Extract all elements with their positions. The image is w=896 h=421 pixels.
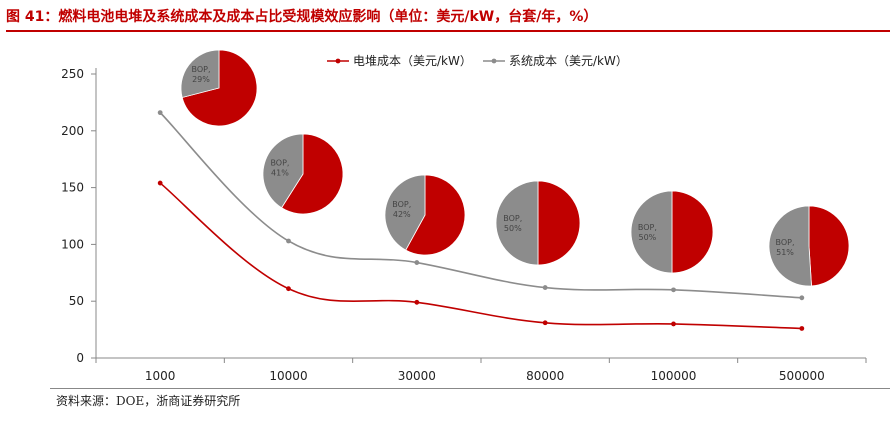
pie-2-bop-pct: 42% bbox=[393, 210, 411, 219]
system-cost-point bbox=[157, 110, 163, 116]
pie-5-stack-slice bbox=[808, 205, 850, 287]
pie-4-stack-slice bbox=[671, 190, 714, 274]
pie-5-bop-pct: 51% bbox=[776, 248, 794, 257]
pie-3-bop-slice bbox=[495, 180, 539, 266]
pie-1-bop-slice bbox=[262, 133, 304, 209]
pie-3-bop-pct: 50% bbox=[504, 224, 522, 233]
pie-4-bop-pct: 50% bbox=[639, 233, 657, 242]
stack-cost-point bbox=[799, 326, 805, 331]
pie-0-bop-pct: 29% bbox=[192, 75, 210, 84]
y-tick-label: 200 bbox=[61, 124, 84, 138]
system-cost-point bbox=[286, 238, 291, 244]
pie-1-bop-pct: 41% bbox=[271, 168, 289, 177]
title-rule bbox=[6, 30, 890, 32]
y-tick-label: 250 bbox=[61, 67, 84, 81]
pie-3-bop-label: BOP, bbox=[503, 214, 522, 223]
system-cost-point bbox=[799, 295, 805, 301]
y-tick-label: 0 bbox=[76, 351, 84, 365]
stack-cost-point bbox=[286, 286, 291, 292]
legend-stack-marker bbox=[335, 58, 341, 64]
stack-cost-point bbox=[671, 321, 676, 327]
system-cost-point bbox=[542, 285, 548, 290]
pie-1-bop-label: BOP, bbox=[270, 158, 289, 167]
figure-title: 图 41：燃料电池电堆及系统成本及成本占比受规模效应影响（单位：美元/kW，台套… bbox=[6, 9, 598, 25]
pie-2-stack-slice bbox=[405, 174, 466, 256]
legend-stack-label: 电堆成本（美元/kW） bbox=[353, 54, 472, 68]
pie-5-bop-label: BOP, bbox=[776, 238, 795, 247]
pie-0-bop-slice bbox=[180, 49, 220, 98]
stack-cost-point bbox=[542, 320, 548, 326]
system-cost-point bbox=[671, 287, 676, 293]
system-cost-point bbox=[414, 260, 420, 265]
stack-cost-point bbox=[157, 180, 163, 186]
pie-2-bop-label: BOP, bbox=[392, 200, 411, 209]
legend-system-label: 系统成本（美元/kW） bbox=[509, 54, 628, 68]
source-rule bbox=[50, 388, 890, 389]
y-tick-label: 50 bbox=[69, 294, 84, 308]
y-tick-label: 150 bbox=[61, 181, 84, 195]
x-tick-label: 10000 bbox=[269, 369, 307, 383]
x-tick-label: 30000 bbox=[398, 369, 436, 383]
legend-system-marker bbox=[491, 58, 497, 64]
pie-0-bop-label: BOP, bbox=[191, 65, 210, 74]
stack-cost-line bbox=[159, 182, 802, 330]
pie-0-stack-slice bbox=[181, 49, 258, 127]
pie-4-bop-slice bbox=[630, 190, 673, 274]
pie-3-stack-slice bbox=[537, 180, 581, 266]
pie-1-stack-slice bbox=[281, 133, 344, 215]
x-tick-label: 100000 bbox=[651, 369, 697, 383]
x-tick-label: 500000 bbox=[779, 369, 825, 383]
system-cost-line bbox=[159, 112, 802, 299]
pie-4-bop-label: BOP, bbox=[638, 223, 657, 232]
stack-cost-point bbox=[414, 299, 420, 305]
source-note: 资料来源：DOE，浙商证券研究所 bbox=[56, 394, 241, 408]
y-tick-label: 100 bbox=[61, 237, 84, 251]
pie-5-bop-slice bbox=[768, 205, 812, 287]
x-tick-label: 80000 bbox=[526, 369, 564, 383]
x-tick-label: 1000 bbox=[145, 369, 176, 383]
pie-2-bop-slice bbox=[384, 174, 426, 251]
